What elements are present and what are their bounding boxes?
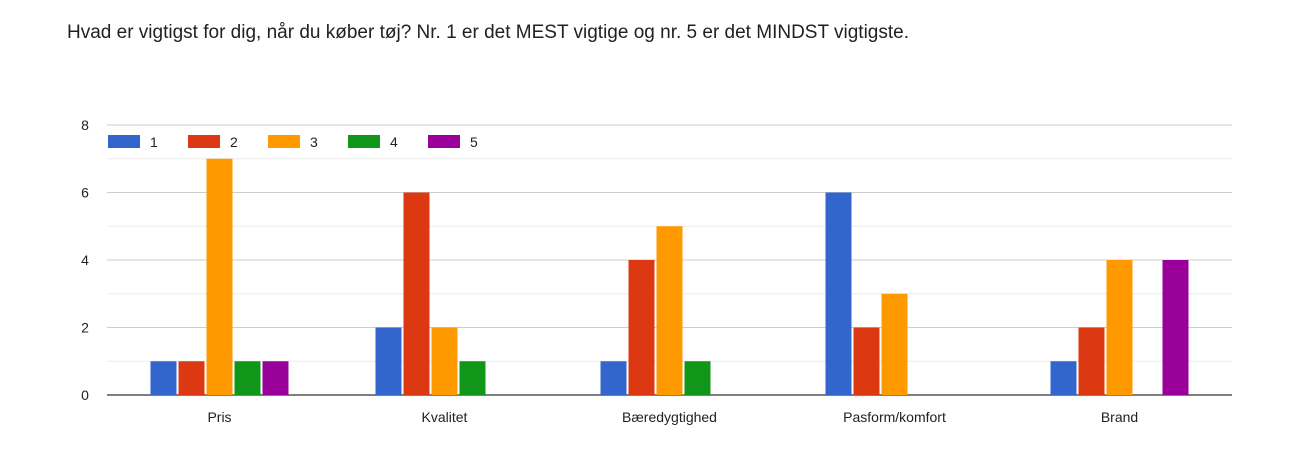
bar-pris-series-2: [178, 361, 205, 395]
legend: 1 2 3 4 5: [108, 134, 478, 150]
y-axis-ticks: 0 2 4 6 8: [81, 117, 89, 403]
bar-brand-series-1: [1050, 361, 1077, 395]
bar-pasform-komfort-series-1: [825, 192, 852, 395]
bar-brand-series-5: [1162, 260, 1189, 395]
legend-label-5: 5: [470, 134, 478, 150]
legend-swatch-2: [188, 135, 220, 148]
x-axis-labels: Pris Kvalitet Bæredygtighed Pasform/komfort…: [207, 409, 1138, 425]
legend-label-3: 3: [310, 134, 318, 150]
x-category-label: Brand: [1101, 409, 1138, 425]
bar-kvalitet-series-1: [375, 327, 402, 395]
bar-pris-series-5: [262, 361, 289, 395]
bar-pris-series-1: [150, 361, 177, 395]
bar-bæredygtighed-series-1: [600, 361, 627, 395]
legend-label-4: 4: [390, 134, 398, 150]
y-tick-label: 0: [81, 387, 89, 403]
bar-pris-series-3: [206, 158, 233, 395]
survey-question: Hvad er vigtigst for dig, når du køber t…: [67, 22, 909, 43]
x-category-label: Pris: [207, 409, 231, 425]
bar-kvalitet-series-2: [403, 192, 430, 395]
bar-bæredygtighed-series-2: [628, 260, 655, 395]
y-tick-label: 6: [81, 185, 89, 201]
bar-brand-series-3: [1106, 260, 1133, 395]
legend-swatch-1: [108, 135, 140, 148]
x-category-label: Bæredygtighed: [622, 409, 717, 425]
bar-bæredygtighed-series-3: [656, 226, 683, 395]
y-tick-label: 8: [81, 117, 89, 133]
y-tick-label: 2: [81, 320, 89, 336]
bars: [150, 158, 1189, 395]
bar-kvalitet-series-3: [431, 327, 458, 395]
legend-swatch-3: [268, 135, 300, 148]
bar-bæredygtighed-series-4: [684, 361, 711, 395]
bar-pris-series-4: [234, 361, 261, 395]
bar-pasform-komfort-series-3: [881, 293, 908, 395]
legend-swatch-4: [348, 135, 380, 148]
y-tick-label: 4: [81, 252, 89, 268]
x-category-label: Kvalitet: [422, 409, 468, 425]
legend-swatch-5: [428, 135, 460, 148]
legend-label-2: 2: [230, 134, 238, 150]
x-category-label: Pasform/komfort: [843, 409, 946, 425]
bar-pasform-komfort-series-2: [853, 327, 880, 395]
bar-brand-series-2: [1078, 327, 1105, 395]
legend-label-1: 1: [150, 134, 158, 150]
bar-kvalitet-series-4: [459, 361, 486, 395]
